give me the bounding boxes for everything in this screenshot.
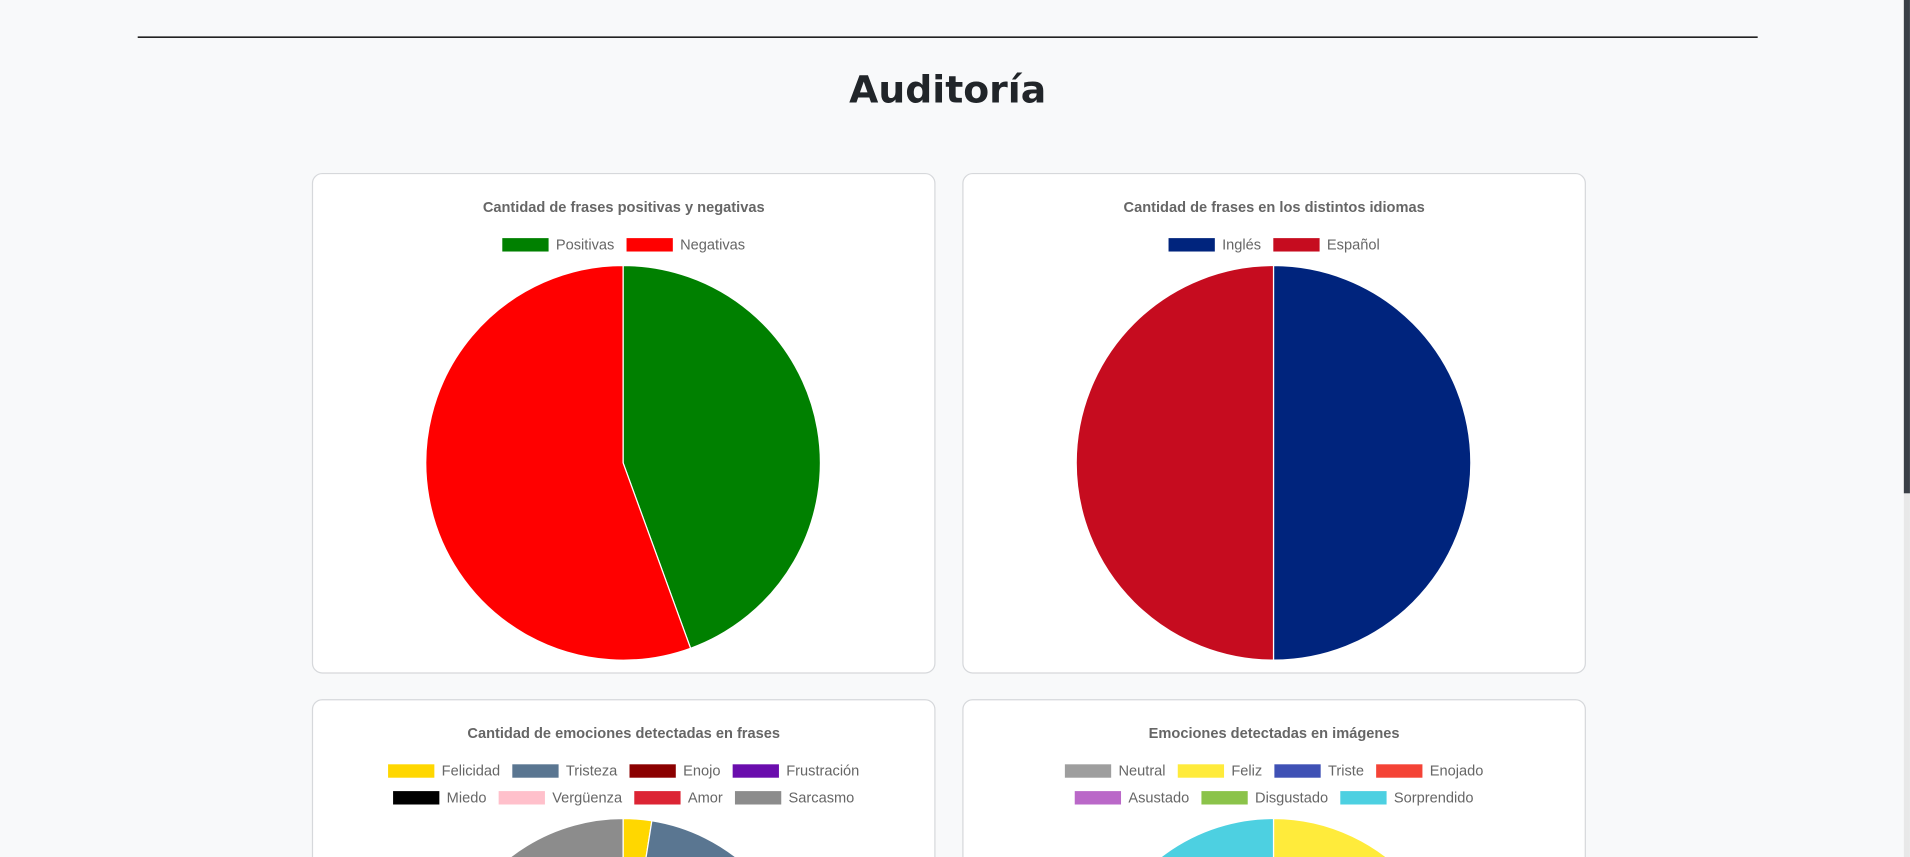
legend-label: Asustado: [1128, 790, 1189, 806]
legend-label: Neutral: [1118, 763, 1165, 779]
legend-item: Tristeza: [512, 763, 618, 779]
pie-slice: [509, 817, 624, 857]
legend-item: Sarcasmo: [734, 790, 855, 806]
legend-item: Disgustado: [1201, 790, 1328, 806]
legend-swatch: [1273, 238, 1320, 252]
legend-swatch: [1064, 764, 1112, 778]
legend-item: Vergüenza: [498, 790, 623, 806]
legend-label: Sorprendido: [1394, 790, 1474, 806]
legend-swatch: [1340, 791, 1387, 805]
legend-item: Enojo: [629, 763, 720, 779]
legend-swatch: [1177, 764, 1225, 778]
legend-label: Disgustado: [1255, 790, 1328, 806]
legend-swatch: [502, 238, 549, 252]
chart-title: Emociones detectadas en imágenes: [1149, 726, 1400, 742]
legend-swatch: [626, 238, 673, 252]
legend-item: Felicidad: [388, 763, 500, 779]
legend-item: Enojado: [1376, 763, 1483, 779]
card: [962, 699, 1586, 857]
chart-title: Cantidad de frases en los distintos idio…: [1124, 200, 1425, 216]
legend-swatch: [388, 764, 435, 778]
legend-swatch: [634, 791, 681, 805]
pie-slice: [1075, 264, 1275, 661]
legend-label: Inglés: [1222, 237, 1261, 253]
legend-item: Español: [1273, 237, 1380, 253]
legend-swatch: [1201, 791, 1248, 805]
legend-label: Amor: [688, 790, 723, 806]
legend-item: Feliz: [1177, 763, 1262, 779]
legend-swatch: [1074, 791, 1122, 805]
legend-label: Triste: [1328, 763, 1364, 779]
chart-card: Emociones detectadas en imágenes Neutral F…: [962, 699, 1586, 857]
pie-slice: [1272, 817, 1388, 857]
legend-label: Vergüenza: [552, 790, 623, 806]
legend-label: Negativas: [680, 237, 745, 253]
legend-swatch: [1274, 764, 1321, 778]
legend-item: Negativas: [626, 237, 745, 253]
legend-item: Miedo: [393, 790, 486, 806]
legend-label: Miedo: [447, 790, 487, 806]
legend-label: Feliz: [1231, 763, 1262, 779]
chart-title: Cantidad de frases positivas y negativas: [483, 200, 765, 216]
legend-swatch: [498, 791, 545, 805]
legend-item: Triste: [1274, 763, 1364, 779]
chart-card: Cantidad de emociones detectadas en fras…: [311, 699, 936, 857]
legend-label: Sarcasmo: [789, 790, 855, 806]
legend-label: Frustración: [786, 763, 859, 779]
pie-slice: [425, 264, 692, 661]
card: [311, 699, 936, 857]
page-title: Auditoría: [849, 67, 1046, 111]
legend-label: Enojado: [1430, 763, 1484, 779]
legend-swatch: [393, 791, 440, 805]
legend-item: Neutral: [1064, 763, 1166, 779]
legend-label: Enojo: [683, 763, 720, 779]
legend-label: Positivas: [556, 237, 614, 253]
chart-title: Cantidad de emociones detectadas en fras…: [467, 726, 780, 742]
pie-slice: [622, 264, 822, 650]
legend-item: Inglés: [1168, 237, 1261, 253]
legend-item: Asustado: [1074, 790, 1189, 806]
chart-card: Cantidad de frases en los distintos idio…: [962, 172, 1586, 674]
legend-swatch: [734, 791, 782, 805]
pie-slice: [645, 820, 737, 857]
legend-item: Sorprendido: [1340, 790, 1474, 806]
legend-item: Amor: [634, 790, 723, 806]
pie-slice: [1159, 817, 1275, 857]
legend-swatch: [1168, 238, 1215, 252]
chart-card: Cantidad de frases positivas y negativas…: [311, 172, 936, 674]
legend-label: Felicidad: [442, 763, 500, 779]
legend-item: Frustración: [732, 763, 859, 779]
legend-swatch: [512, 764, 559, 778]
legend-label: Español: [1327, 237, 1380, 253]
legend-item: Positivas: [502, 237, 614, 253]
pie-slice: [1272, 264, 1472, 661]
legend-swatch: [1376, 764, 1423, 778]
legend-swatch: [629, 764, 676, 778]
scrollbar-thumb[interactable]: [1903, 0, 1910, 494]
legend-label: Tristeza: [566, 763, 618, 779]
legend-swatch: [732, 764, 779, 778]
